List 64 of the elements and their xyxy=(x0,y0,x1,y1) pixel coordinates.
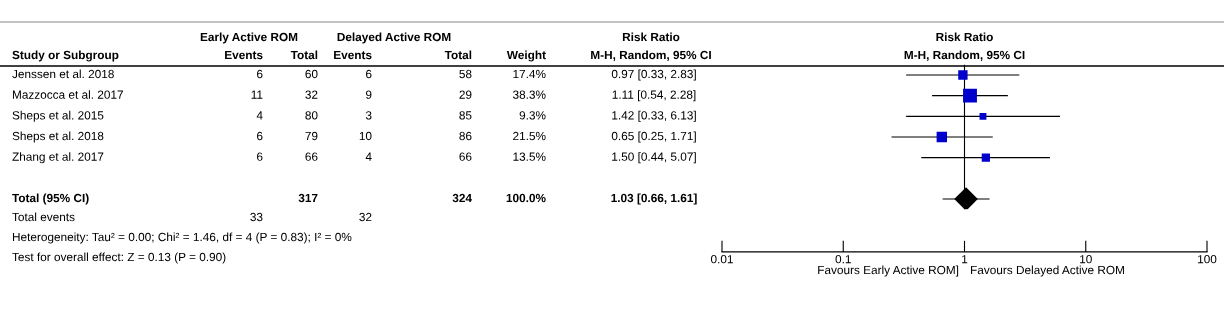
text: 1.50 [0.44, 5.07] xyxy=(612,152,696,164)
chart-title: Risk Ratio xyxy=(936,32,993,42)
text: 86 xyxy=(459,131,472,141)
text: Test for overall effect: Z = 0.13 (P = 0.90) xyxy=(12,252,226,264)
text: 317 xyxy=(298,193,318,203)
text: M-H, Random, 95% CI xyxy=(591,50,711,61)
text: Sheps et al. 2018 xyxy=(12,131,104,143)
text: Total (95% CI) xyxy=(12,193,89,205)
text: Weight xyxy=(506,50,546,62)
text: Total events xyxy=(12,212,75,222)
text: 58 xyxy=(459,69,472,79)
text: Events xyxy=(225,50,263,60)
chart-subtitle: M-H, Random, 95% CI xyxy=(904,50,1025,61)
text: 1.03 [0.66, 1.61] xyxy=(611,193,697,205)
text: Mazzocca et al. 2017 xyxy=(12,90,123,99)
text: 6 xyxy=(257,69,263,79)
text: 9 xyxy=(365,90,372,99)
text: 1.42 [0.33, 6.13] xyxy=(612,110,696,122)
text: 38.3% xyxy=(512,90,546,99)
text: 32 xyxy=(359,212,372,222)
text: 29 xyxy=(459,90,472,99)
x-tick-label: 0.01 xyxy=(710,255,733,264)
text: 6 xyxy=(257,131,263,141)
text: Study or Subgroup xyxy=(12,50,119,62)
text: 66 xyxy=(459,152,472,161)
text: Zhang et al. 2017 xyxy=(12,152,104,164)
text: Favours Delayed Active ROM xyxy=(971,265,1124,277)
text: 100.0% xyxy=(506,193,546,203)
text: 80 xyxy=(305,111,318,120)
text: 6 xyxy=(257,152,263,161)
text: Events xyxy=(334,50,372,60)
text: 4 xyxy=(256,111,263,120)
text: 6 xyxy=(366,69,372,79)
x-tick-label: 0.1 xyxy=(835,255,851,264)
text: Sheps et al. 2015 xyxy=(12,110,104,122)
text: 9.3% xyxy=(519,111,546,120)
text: 3 xyxy=(365,111,372,120)
x-tick-label: 10 xyxy=(1080,255,1092,264)
text: 4 xyxy=(365,152,372,161)
x-tick-label: 1 xyxy=(962,255,968,264)
text: Risk Ratio xyxy=(622,32,680,42)
text: Favours Early Active ROM] xyxy=(818,265,959,277)
text: 33 xyxy=(250,212,263,222)
text: 10 xyxy=(359,131,372,141)
text: 324 xyxy=(452,193,472,203)
text: 21.5% xyxy=(513,131,546,141)
text: 17.4% xyxy=(513,69,546,79)
text: Early Active ROM xyxy=(200,32,298,44)
text: Total xyxy=(444,50,472,60)
text: 0.65 [0.25, 1.71] xyxy=(611,131,696,143)
text: 85 xyxy=(459,111,472,120)
x-tick-label: 100 xyxy=(1198,255,1217,264)
text: 66 xyxy=(305,152,318,161)
text: 79 xyxy=(305,131,318,141)
text: Delayed Active ROM xyxy=(337,32,451,44)
text: Jenssen et al. 2018 xyxy=(12,69,114,79)
text: Heterogeneity: Tau² = 0.00; Chi² = 1.46, df = 4 (P = 0.83); I² = 0% xyxy=(12,232,352,244)
text: 11 xyxy=(251,90,263,99)
text: 32 xyxy=(305,90,318,99)
text: 1.11 [0.54, 2.28] xyxy=(612,90,696,102)
text: 13.5% xyxy=(513,152,546,161)
text: 0.97 [0.33, 2.83] xyxy=(611,69,696,81)
text: Total xyxy=(290,50,318,60)
text: 60 xyxy=(305,69,318,79)
